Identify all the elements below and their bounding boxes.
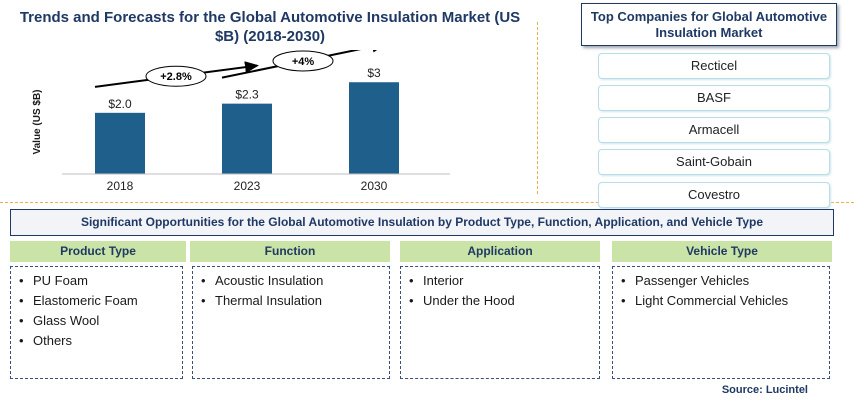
data-label-2023: $2.3: [235, 88, 259, 102]
bar-2018: [95, 112, 145, 174]
category-list-function: Acoustic Insulation Thermal Insulation: [192, 266, 390, 379]
growth-badge-1: [145, 65, 207, 87]
category-header-function: Function: [190, 241, 390, 262]
vertical-divider: [537, 22, 538, 194]
horizontal-divider: [0, 202, 854, 203]
category-list-product-type: PU Foam Elastomeric Foam Glass Wool Othe…: [10, 266, 183, 379]
list-item: Elastomeric Foam: [17, 291, 176, 311]
company-item: Recticel: [598, 53, 830, 79]
chart-title: Trends and Forecasts for the Global Auto…: [19, 9, 521, 45]
bar-2023: [222, 103, 272, 174]
company-item: Armacell: [598, 117, 830, 143]
category-header-application: Application: [400, 241, 600, 262]
list-item: Glass Wool: [17, 311, 176, 331]
list-item: Light Commercial Vehicles: [619, 291, 823, 311]
x-tick-2030: 2030: [361, 179, 388, 193]
bar-2030: [349, 82, 399, 174]
growth-label-1: +2.8%: [160, 71, 192, 83]
company-item: Covestro: [598, 182, 830, 208]
opportunities-title: Significant Opportunities for the Global…: [10, 209, 834, 236]
category-list-vehicle-type: Passenger Vehicles Light Commercial Vehi…: [612, 266, 830, 379]
list-item: Passenger Vehicles: [619, 271, 823, 291]
x-tick-2018: 2018: [107, 179, 134, 193]
companies-title: Top Companies for Global Automotive Insu…: [581, 3, 837, 46]
source-label: Source: Lucintel: [721, 384, 808, 396]
company-item: Saint-Gobain: [598, 149, 830, 175]
bar-chart: Value (US $B) $2.0 2018 $2.3 2023 $3 2030 +2.8%…: [32, 50, 450, 193]
list-item: Others: [17, 331, 176, 351]
growth-label-2: +4%: [292, 56, 315, 68]
data-label-2030: $3: [367, 66, 381, 80]
company-item: BASF: [598, 85, 830, 111]
category-list-application: Interior Under the Hood: [400, 266, 600, 379]
growth-badge-2: [272, 50, 334, 72]
category-header-product-type: Product Type: [10, 241, 186, 262]
y-axis-label: Value (US $B): [32, 89, 43, 154]
category-header-vehicle-type: Vehicle Type: [612, 241, 832, 262]
list-item: Thermal Insulation: [199, 291, 383, 311]
data-label-2018: $2.0: [108, 97, 132, 111]
list-item: Interior: [407, 271, 593, 291]
list-item: Under the Hood: [407, 291, 593, 311]
x-tick-2023: 2023: [234, 179, 261, 193]
list-item: PU Foam: [17, 271, 176, 291]
list-item: Acoustic Insulation: [199, 271, 383, 291]
